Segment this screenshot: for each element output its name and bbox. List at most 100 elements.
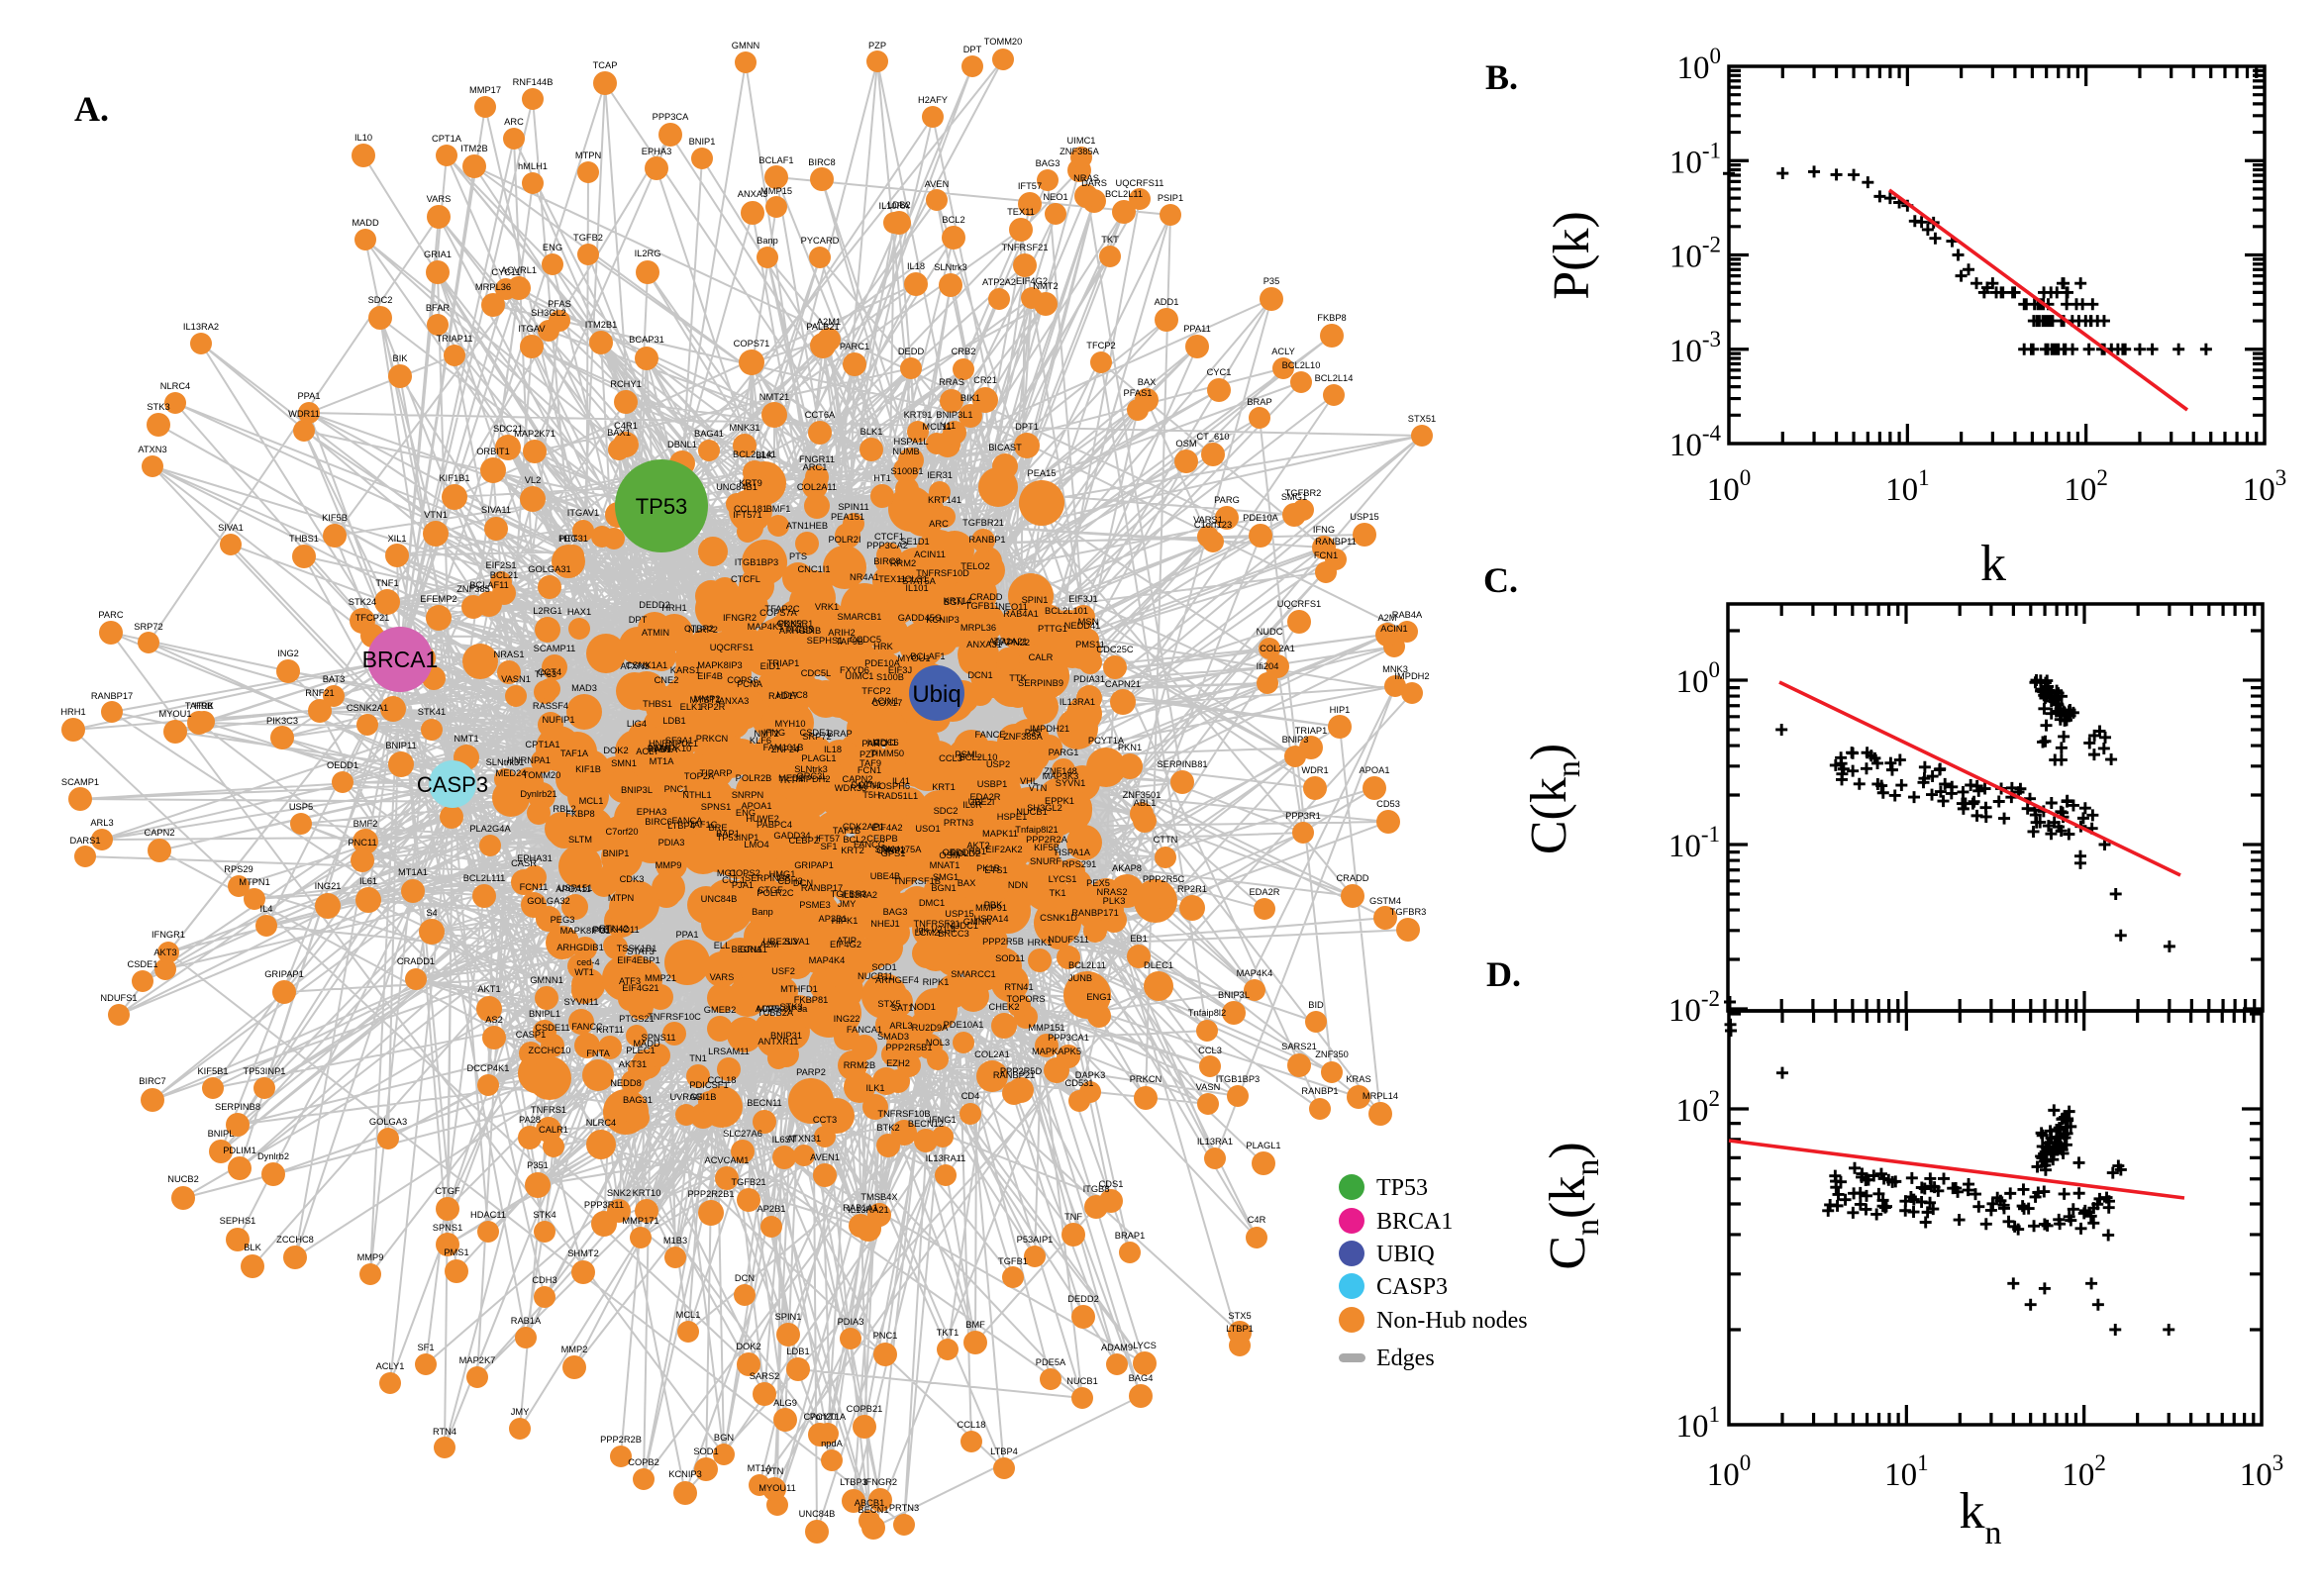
svg-text:DAPK3: DAPK3 <box>1075 1070 1106 1080</box>
svg-text:CSDE1: CSDE1 <box>799 728 830 738</box>
svg-text:PPP2R2B1: PPP2R2B1 <box>687 1189 734 1199</box>
svg-text:SE1D1: SE1D1 <box>900 537 929 547</box>
svg-text:BECN11: BECN11 <box>747 1098 781 1108</box>
svg-text:IMPDH2: IMPDH2 <box>795 774 830 784</box>
svg-text:VRK1: VRK1 <box>815 602 839 612</box>
svg-text:ZCCHC8: ZCCHC8 <box>276 1235 314 1245</box>
svg-text:BIRC7: BIRC7 <box>139 1076 165 1086</box>
svg-text:SCAMP1: SCAMP1 <box>61 777 99 787</box>
svg-text:CYC11: CYC11 <box>491 267 520 277</box>
svg-text:BFAR: BFAR <box>426 303 451 313</box>
svg-text:KRT9: KRT9 <box>739 478 762 488</box>
svg-text:EIF3J: EIF3J <box>888 665 912 675</box>
svg-text:USP151: USP151 <box>558 883 593 893</box>
svg-text:IFNG: IFNG <box>1313 525 1335 535</box>
svg-text:TAF9B: TAF9B <box>836 637 863 647</box>
svg-text:FCN11: FCN11 <box>520 882 549 892</box>
svg-text:P(k): P(k) <box>1544 211 1600 300</box>
svg-text:BMF1: BMF1 <box>766 504 791 514</box>
svg-text:PPP2R2A: PPP2R2A <box>1026 835 1068 845</box>
svg-text:USP15: USP15 <box>945 909 973 919</box>
svg-text:IL6R: IL6R <box>962 800 982 810</box>
svg-text:AP3B1: AP3B1 <box>819 914 848 924</box>
svg-text:FANCE: FANCE <box>975 730 1006 740</box>
svg-text:ARHGDIB: ARHGDIB <box>779 626 821 636</box>
svg-text:IL13RA21: IL13RA21 <box>848 1205 888 1215</box>
svg-text:LDB2: LDB2 <box>887 200 910 210</box>
svg-text:PPP2R5D: PPP2R5D <box>1000 1066 1043 1076</box>
svg-text:LTBP4: LTBP4 <box>990 1446 1018 1456</box>
svg-text:FNGR11: FNGR11 <box>799 454 835 464</box>
svg-text:Banp: Banp <box>757 236 778 246</box>
svg-text:WDR1: WDR1 <box>1301 765 1328 775</box>
svg-text:IL13RA11: IL13RA11 <box>926 1153 966 1163</box>
svg-text:BTK2: BTK2 <box>876 1123 899 1133</box>
svg-text:PIK3C3: PIK3C3 <box>266 716 298 726</box>
svg-text:TNFRSF21: TNFRSF21 <box>1001 243 1048 252</box>
svg-text:KRT2: KRT2 <box>841 846 864 855</box>
svg-text:LYCS1: LYCS1 <box>1049 874 1077 884</box>
svg-text:UQCRFS11: UQCRFS11 <box>1116 178 1164 188</box>
svg-text:MAPKAPK5: MAPKAPK5 <box>1032 1047 1081 1056</box>
svg-text:FXYD6: FXYD6 <box>840 665 869 675</box>
svg-text:SLTM: SLTM <box>568 835 592 845</box>
svg-text:NRAS1: NRAS1 <box>493 649 524 659</box>
svg-text:NHEJ1: NHEJ1 <box>870 919 899 929</box>
svg-text:TRIAP11: TRIAP11 <box>436 334 472 344</box>
svg-text:CRADD: CRADD <box>969 592 1002 602</box>
svg-text:NUMB: NUMB <box>892 447 919 456</box>
svg-text:GRIPAP1: GRIPAP1 <box>794 860 834 870</box>
svg-text:TNFRSF10D: TNFRSF10D <box>916 568 969 578</box>
svg-text:DCN: DCN <box>793 878 813 888</box>
svg-text:UVRAG: UVRAG <box>669 1092 702 1102</box>
svg-text:hMLH1: hMLH1 <box>518 161 548 171</box>
svg-text:TGFB11: TGFB11 <box>965 601 999 611</box>
svg-text:CD53: CD53 <box>1376 799 1400 809</box>
svg-text:CRADD1: CRADD1 <box>397 956 435 966</box>
svg-text:USP15: USP15 <box>1350 512 1378 522</box>
svg-text:ABCB1: ABCB1 <box>855 1498 885 1508</box>
svg-text:PPP2R5B1: PPP2R5B1 <box>885 1043 932 1052</box>
svg-text:RTN42: RTN42 <box>599 924 628 934</box>
svg-text:HSPA14: HSPA14 <box>974 914 1009 924</box>
svg-text:NLRC4: NLRC4 <box>160 381 190 391</box>
svg-text:KCNIP3: KCNIP3 <box>668 1469 702 1479</box>
svg-text:SMARCB1: SMARCB1 <box>838 612 882 622</box>
svg-text:Cn(kn): Cn(kn) <box>1540 1142 1606 1269</box>
svg-text:ATN1HEB: ATN1HEB <box>786 521 828 531</box>
svg-text:PKN2: PKN2 <box>778 619 802 629</box>
svg-text:MYOU1: MYOU1 <box>158 709 191 719</box>
svg-text:RANBP17: RANBP17 <box>91 691 133 701</box>
svg-text:SF3A1: SF3A1 <box>665 736 693 746</box>
svg-text:IFNGR1: IFNGR1 <box>152 930 185 940</box>
svg-text:MMP171: MMP171 <box>622 1216 658 1226</box>
svg-text:FCN1: FCN1 <box>1314 550 1338 560</box>
svg-text:BCL2L10: BCL2L10 <box>1282 360 1321 370</box>
svg-text:BCLAF1: BCLAF1 <box>910 651 945 661</box>
svg-text:FANCA1: FANCA1 <box>847 1025 882 1035</box>
svg-text:VTN: VTN <box>1029 783 1048 793</box>
svg-text:MAD3: MAD3 <box>571 683 597 693</box>
svg-text:PPP3CA: PPP3CA <box>653 112 689 122</box>
svg-text:PRTN3: PRTN3 <box>944 818 973 828</box>
svg-text:MAPK8IP3: MAPK8IP3 <box>697 660 742 670</box>
svg-text:NUDC: NUDC <box>1257 627 1283 637</box>
svg-text:CDH3: CDH3 <box>532 1275 556 1285</box>
svg-text:PDE10A1: PDE10A1 <box>944 1020 984 1030</box>
svg-text:HRK: HRK <box>873 642 893 651</box>
svg-text:TRIAP1: TRIAP1 <box>1295 726 1328 736</box>
svg-text:STK3: STK3 <box>779 1002 802 1012</box>
svg-text:IL13RA2: IL13RA2 <box>842 890 877 900</box>
svg-text:MT1A: MT1A <box>748 1463 773 1473</box>
svg-text:CEBPZ: CEBPZ <box>789 836 820 846</box>
svg-text:CSDE11: CSDE11 <box>535 1023 569 1033</box>
svg-text:ACP5: ACP5 <box>756 1004 779 1014</box>
svg-text:ACVRL1: ACVRL1 <box>501 265 537 275</box>
svg-text:LCM2: LCM2 <box>915 928 940 938</box>
svg-text:ARHGDIB1: ARHGDIB1 <box>556 943 604 952</box>
svg-text:TCAP: TCAP <box>593 60 618 70</box>
svg-text:TEX11: TEX11 <box>878 574 906 584</box>
svg-text:PA28: PA28 <box>519 1115 541 1125</box>
svg-text:KIF5B: KIF5B <box>1034 843 1060 852</box>
svg-text:BAT3: BAT3 <box>323 674 346 684</box>
